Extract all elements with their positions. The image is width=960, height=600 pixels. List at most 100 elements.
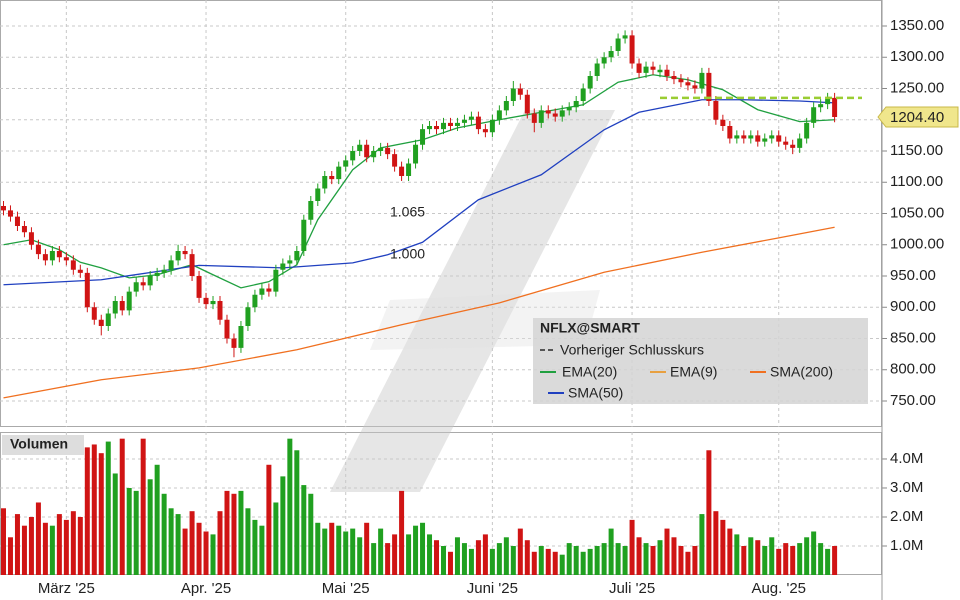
candle-body [63, 257, 69, 261]
candle-body [552, 113, 558, 117]
candle-body [818, 104, 824, 108]
legend-label: SMA(200) [770, 364, 833, 380]
volume-bar [545, 548, 551, 575]
volume-bar [161, 493, 167, 575]
candle-body [734, 135, 740, 139]
volume-label: Volumen [10, 436, 68, 452]
volume-bar [790, 545, 796, 575]
candle-body [280, 263, 286, 270]
y-tick-label: 800.00 [890, 361, 936, 378]
candle-body [203, 297, 209, 305]
candle-body [91, 307, 97, 320]
candle-body [14, 216, 20, 226]
candle-body [238, 326, 244, 348]
candle-body [594, 63, 600, 76]
volume-bar [811, 531, 817, 575]
volume-bar [643, 543, 649, 575]
volume-bar [14, 514, 20, 575]
candle-body [287, 260, 293, 264]
candle-body [440, 122, 446, 130]
x-tick-label: März '25 [38, 580, 95, 597]
volume-bar [461, 543, 467, 575]
candle-body [357, 144, 363, 151]
volume-bar [825, 548, 831, 575]
x-tick-label: Aug. '25 [751, 580, 806, 597]
y-tick-label: 3.0M [890, 479, 923, 496]
legend-label: Vorheriger Schlusskurs [560, 342, 704, 358]
candle-body [217, 301, 223, 320]
volume-bar [203, 531, 209, 575]
candle-body [573, 101, 579, 108]
candle-body [196, 276, 202, 298]
annotation: 1.000 [390, 246, 425, 262]
volume-bar [35, 502, 41, 575]
candle-body [273, 269, 279, 292]
candle-body [664, 69, 670, 76]
candle-body [308, 201, 314, 220]
x-tick-label: Juli '25 [609, 580, 655, 597]
volume-bar [182, 528, 188, 575]
volume-bar [678, 545, 684, 575]
candle-body [671, 76, 677, 80]
indicator-line [3, 226, 835, 399]
volume-bar [0, 508, 6, 575]
volume-bar [517, 528, 523, 575]
volume-bar [7, 537, 13, 575]
candle-body [231, 338, 237, 348]
candle-body [84, 272, 90, 308]
volume-bar [454, 537, 460, 575]
candle-body [112, 301, 118, 314]
candle-body [21, 226, 27, 233]
volume-bar [468, 548, 474, 575]
volume-bar [699, 514, 705, 575]
x-tick-label: Juni '25 [467, 580, 518, 597]
candle-body [769, 135, 775, 139]
candle-body [475, 116, 481, 130]
candle-body [224, 319, 230, 339]
candle-body [496, 110, 502, 120]
candle-body [371, 151, 377, 158]
volume-bar [252, 519, 258, 575]
volume-bar [601, 543, 607, 575]
volume-bar [636, 537, 642, 575]
candle-body [678, 79, 684, 83]
volume-bar [336, 525, 342, 575]
volume-bar [818, 543, 824, 575]
last-price-tag [877, 106, 959, 128]
candle-body [385, 147, 391, 155]
candle-body [468, 116, 474, 120]
volume-bar [119, 438, 125, 575]
volume-bar [175, 514, 181, 575]
volume-bar [392, 534, 398, 575]
candle-body [727, 126, 733, 139]
volume-bar [224, 490, 230, 575]
volume-bar [28, 516, 34, 575]
volume-bar [189, 511, 195, 575]
volume-bar [413, 525, 419, 575]
volume-bar [378, 528, 384, 575]
candle-body [175, 251, 181, 261]
candle-body [615, 38, 621, 51]
candle-body [301, 219, 307, 251]
volume-bar [671, 537, 677, 575]
candle-body [447, 122, 453, 126]
volume-bar [510, 545, 516, 575]
volume-bar [496, 543, 502, 575]
volume-bar [580, 551, 586, 575]
y-tick-label: 950.00 [890, 267, 936, 284]
volume-bar [692, 545, 698, 575]
volume-bar [720, 519, 726, 575]
indicator-line [3, 99, 835, 286]
watermark [330, 110, 615, 492]
candle-body [797, 138, 803, 148]
candle-body [392, 154, 398, 167]
candle-body [755, 135, 761, 142]
candle-body [266, 288, 272, 292]
candle-body [748, 135, 754, 139]
legend-label: SMA(50) [568, 385, 623, 401]
volume-bar [573, 545, 579, 575]
candle-body [538, 110, 544, 123]
candle-body [503, 101, 509, 111]
candle-body [322, 176, 328, 189]
candle-body [56, 251, 62, 258]
